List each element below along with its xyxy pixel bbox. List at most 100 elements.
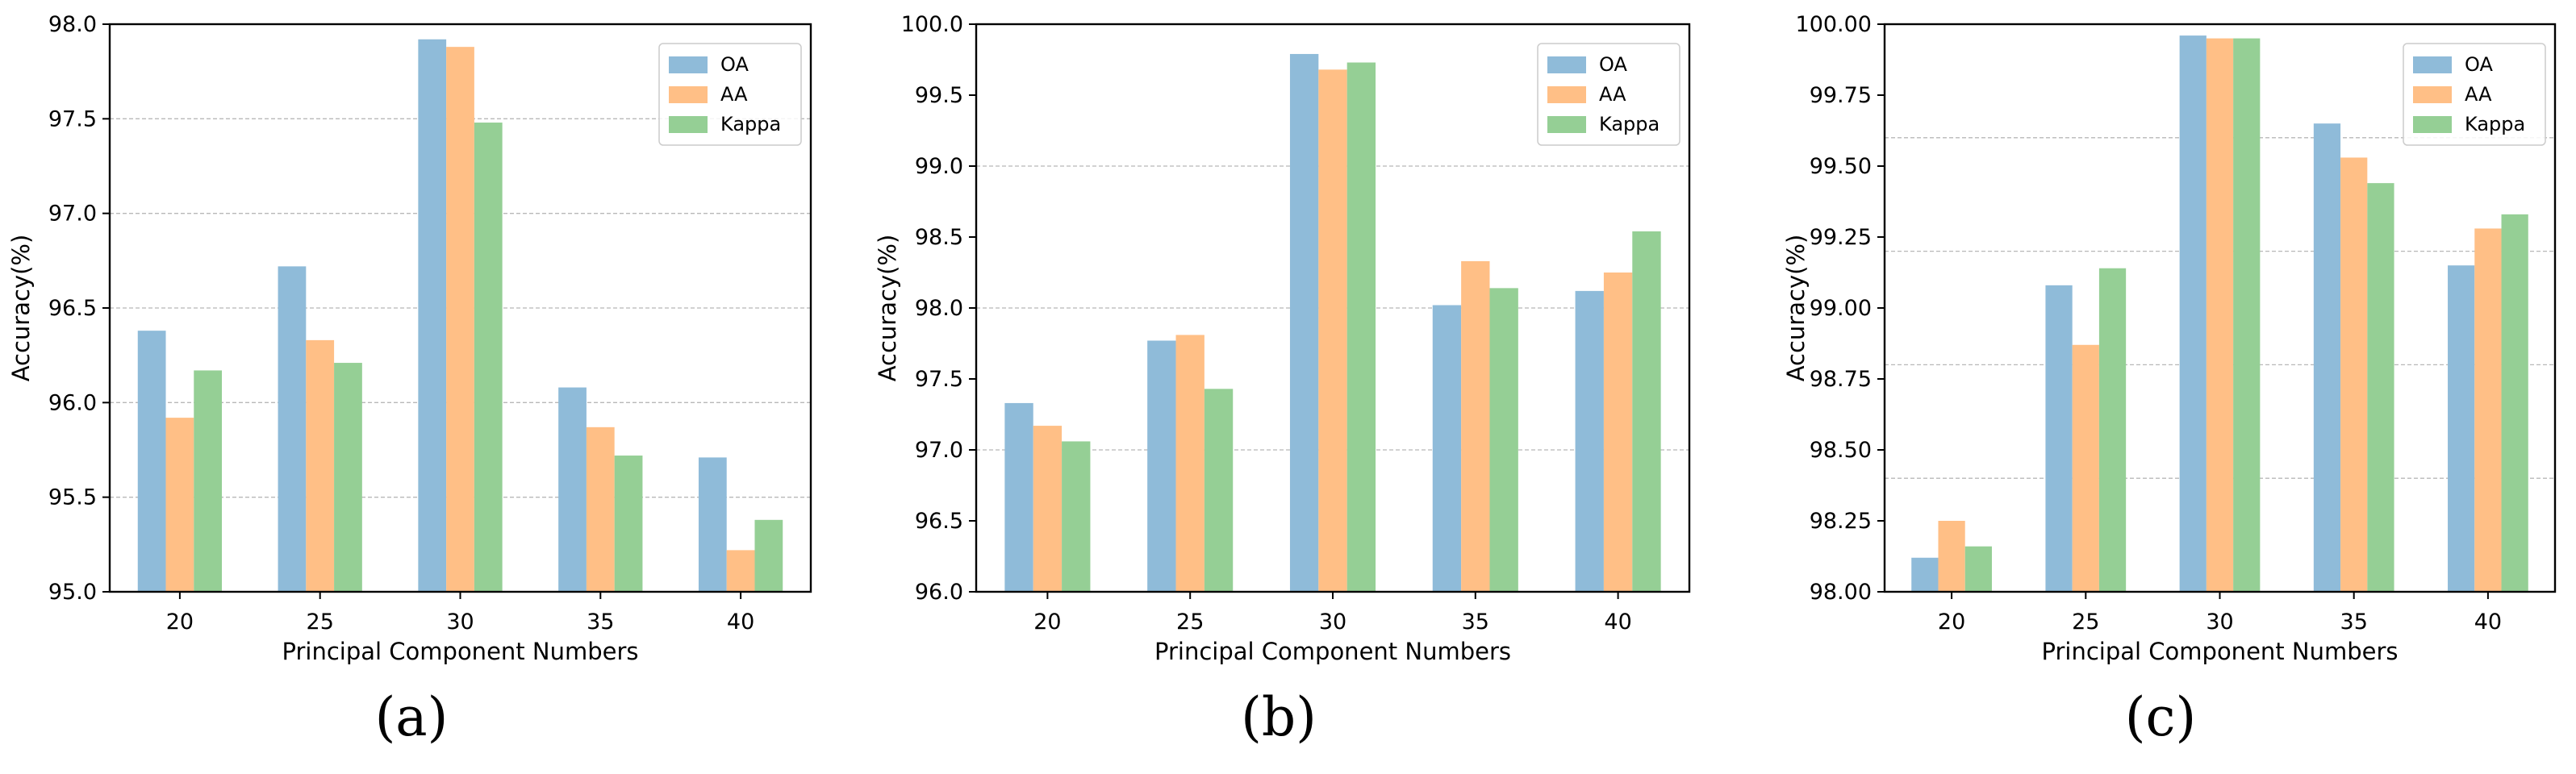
bar-aa-25 — [306, 339, 335, 592]
y-tick-label: 100.0 — [901, 12, 963, 37]
bar-oa-30 — [1289, 53, 1319, 592]
bar-kappa-40 — [754, 519, 783, 592]
bar-kappa-40 — [1632, 231, 1661, 592]
bar-kappa-30 — [474, 123, 503, 592]
x-tick-label: 30 — [1319, 610, 1346, 635]
panel-caption: (b) — [1241, 686, 1317, 748]
bar-aa-30 — [446, 47, 474, 593]
x-tick-label: 40 — [1604, 610, 1631, 635]
bar-oa-25 — [2045, 285, 2073, 592]
legend: OA AA Kappa — [1537, 43, 1680, 146]
y-tick-label: 97.5 — [915, 367, 963, 392]
bar-kappa-30 — [1346, 62, 1376, 592]
x-tick-label: 35 — [587, 610, 614, 635]
bar-oa-40 — [698, 457, 727, 592]
x-axis-label: Principal Component Numbers — [1154, 638, 1511, 665]
legend-label-oa: OA — [1599, 53, 1627, 76]
legend-label-oa: OA — [720, 53, 749, 76]
legend-label-kappa: Kappa — [1599, 113, 1660, 135]
x-tick-label: 40 — [727, 610, 754, 635]
x-tick-label: 20 — [1938, 610, 1965, 635]
bar-aa-35 — [1461, 260, 1490, 592]
x-tick-label: 35 — [1462, 610, 1489, 635]
bar-kappa-35 — [1489, 288, 1518, 592]
y-tick-label: 95.5 — [48, 485, 97, 510]
x-axis-label: Principal Component Numbers — [2042, 638, 2399, 665]
legend-label-aa: AA — [720, 83, 748, 106]
legend-swatch-aa — [1547, 86, 1586, 103]
y-tick-label: 98.00 — [1810, 580, 1872, 605]
bar-kappa-25 — [334, 363, 362, 592]
y-tick-label: 98.0 — [48, 12, 97, 37]
bar-kappa-35 — [614, 456, 643, 592]
legend-label-oa: OA — [2465, 53, 2493, 76]
legend-swatch-aa — [669, 86, 708, 103]
bar-oa-35 — [1432, 305, 1462, 592]
y-tick-label: 99.50 — [1810, 154, 1872, 179]
bar-kappa-20 — [194, 370, 223, 592]
bar-aa-40 — [2474, 228, 2502, 592]
x-tick-label: 20 — [1033, 610, 1061, 635]
bar-aa-20 — [1033, 426, 1063, 592]
y-tick-label: 100.00 — [1796, 12, 1872, 37]
panel-caption: (a) — [375, 686, 449, 748]
bar-oa-25 — [278, 266, 307, 592]
chart-panel-2: 96.0 96.5 97.0 97.5 98.0 98.5 99.0 99.5 100.0 20 2… — [874, 12, 1691, 748]
x-tick-label: 25 — [1176, 610, 1204, 635]
bar-aa-25 — [2072, 344, 2099, 592]
x-tick-label: 35 — [2340, 610, 2368, 635]
bar-oa-30 — [418, 39, 447, 593]
x-tick-label: 25 — [307, 610, 334, 635]
bar-oa-40 — [2448, 265, 2475, 592]
y-axis-label: Accuracy(%) — [1782, 235, 1810, 382]
y-tick-label: 97.5 — [48, 106, 97, 131]
legend-label-aa: AA — [1599, 83, 1626, 106]
bar-oa-35 — [558, 387, 587, 592]
legend-swatch-kappa — [669, 116, 708, 133]
y-axis-label: Accuracy(%) — [7, 235, 35, 382]
y-tick-label: 96.5 — [48, 296, 97, 321]
chart-panel-3: 98.00 98.25 98.50 98.75 99.00 99.25 99.50 99.75… — [1782, 12, 2557, 748]
bar-aa-20 — [165, 418, 194, 592]
bar-aa-40 — [1603, 273, 1633, 592]
bar-aa-35 — [2340, 157, 2368, 592]
bar-oa-20 — [1004, 402, 1033, 592]
legend-swatch-aa — [2413, 86, 2452, 103]
bar-oa-30 — [2179, 35, 2207, 592]
bar-aa-30 — [2206, 38, 2234, 593]
y-tick-label: 96.5 — [915, 509, 963, 534]
legend-swatch-oa — [2413, 56, 2452, 73]
legend-swatch-oa — [1547, 56, 1586, 73]
panel-caption: (c) — [2125, 686, 2196, 748]
bar-aa-40 — [726, 550, 755, 592]
bar-kappa-25 — [2098, 268, 2127, 592]
y-tick-label: 99.75 — [1810, 83, 1872, 108]
bar-kappa-20 — [1964, 546, 1992, 592]
y-tick-label: 98.0 — [915, 296, 963, 321]
bar-aa-25 — [1175, 335, 1204, 592]
bar-aa-35 — [586, 427, 615, 592]
bar-kappa-40 — [2501, 214, 2528, 592]
x-tick-label: 20 — [166, 610, 194, 635]
legend-label-kappa: Kappa — [720, 113, 781, 135]
bar-oa-40 — [1575, 290, 1604, 592]
legend-label-aa: AA — [2465, 83, 2492, 106]
legend: OA AA Kappa — [2403, 43, 2546, 146]
x-tick-label: 40 — [2474, 610, 2502, 635]
bar-kappa-35 — [2367, 183, 2394, 592]
legend: OA AA Kappa — [658, 43, 802, 146]
x-axis-label: Principal Component Numbers — [282, 638, 639, 665]
legend-swatch-oa — [669, 56, 708, 73]
bar-kappa-25 — [1204, 389, 1234, 592]
bar-oa-20 — [1911, 557, 1939, 592]
y-tick-label: 99.5 — [915, 83, 963, 108]
bar-kappa-30 — [2233, 38, 2261, 593]
y-tick-label: 96.0 — [48, 390, 97, 415]
y-tick-label: 97.0 — [915, 438, 963, 463]
bar-aa-20 — [1938, 521, 1965, 592]
legend-swatch-kappa — [2413, 116, 2452, 133]
x-tick-label: 25 — [2072, 610, 2099, 635]
legend-swatch-kappa — [1547, 116, 1586, 133]
y-tick-label: 98.75 — [1810, 367, 1872, 392]
